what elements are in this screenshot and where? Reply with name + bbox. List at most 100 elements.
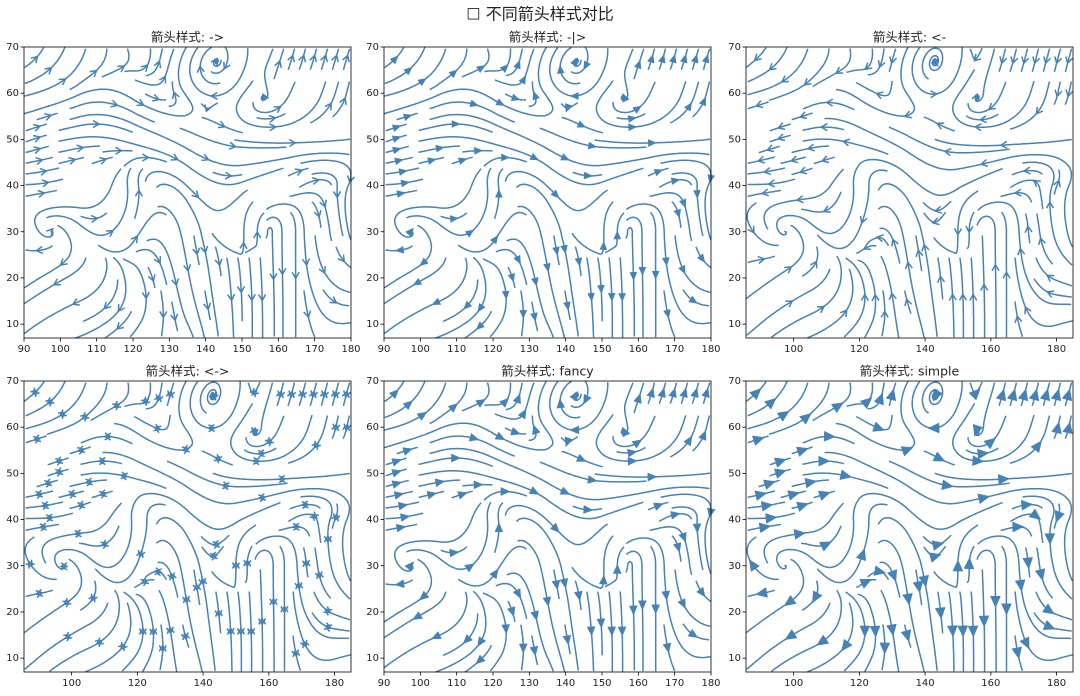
- streamline: [211, 524, 257, 589]
- streamline: [25, 189, 58, 198]
- arrow-head: [236, 626, 246, 635]
- arrow-head: [112, 400, 122, 408]
- y-tick-label: 50: [6, 468, 19, 479]
- arrow-head: [269, 597, 278, 606]
- arrow-head: [822, 205, 831, 213]
- streamline: [47, 457, 69, 466]
- streamline: [384, 48, 447, 97]
- arrow-head: [33, 435, 42, 444]
- streamline: [1001, 211, 1008, 338]
- streamline: [595, 80, 687, 128]
- arrow-head: [192, 583, 201, 592]
- arrow-head: [115, 146, 123, 155]
- arrow-head: [632, 105, 642, 114]
- arrow-head: [931, 217, 940, 226]
- streamline: [970, 257, 975, 338]
- arrow-head: [323, 624, 333, 632]
- streamline: [801, 246, 819, 277]
- arrow-head: [888, 56, 898, 65]
- arrow-head: [211, 391, 219, 401]
- arrow-head: [196, 64, 205, 73]
- arrow-head: [457, 491, 468, 500]
- arrow-head: [84, 477, 93, 486]
- arrow-head: [135, 549, 144, 559]
- arrow-head: [392, 146, 402, 155]
- streamline: [769, 134, 791, 143]
- arrow-head: [932, 451, 946, 462]
- arrow-head: [776, 410, 790, 422]
- arrow-head: [52, 278, 61, 286]
- streamline: [768, 48, 830, 102]
- arrow-head: [560, 153, 570, 161]
- arrow-head: [323, 534, 333, 543]
- arrow-head: [762, 167, 772, 176]
- arrow-head: [1034, 568, 1046, 582]
- y-tick-label: 60: [366, 88, 379, 99]
- arrow-head: [830, 402, 844, 414]
- arrow-head: [43, 478, 53, 487]
- x-tick-label: 150: [232, 344, 251, 355]
- streamline: [155, 539, 203, 672]
- arrow-head: [31, 387, 40, 396]
- arrow-head: [181, 446, 191, 455]
- arrow-head: [273, 105, 282, 114]
- streamlines: [23, 46, 355, 339]
- streamline: [97, 211, 167, 253]
- arrow-head: [291, 649, 300, 658]
- x-tick-label: 100: [784, 344, 803, 355]
- arrow-head: [638, 266, 647, 276]
- streamline: [1009, 415, 1051, 464]
- x-tick-label: 120: [128, 678, 147, 689]
- arrow-head: [551, 579, 561, 591]
- y-tick-label: 20: [728, 607, 741, 618]
- arrow-head: [662, 642, 672, 654]
- arrow-head: [280, 605, 289, 614]
- arrow-head: [499, 397, 510, 408]
- arrow-head: [98, 456, 107, 466]
- arrow-head: [495, 188, 503, 198]
- arrow-head: [257, 449, 266, 458]
- arrow-head: [880, 309, 889, 318]
- x-tick-label: 160: [259, 678, 278, 689]
- x-tick-label: 160: [269, 344, 288, 355]
- streamline: [248, 591, 253, 672]
- arrow-head: [1032, 179, 1041, 188]
- arrow-head: [63, 631, 73, 639]
- streamline: [1053, 48, 1062, 72]
- arrow-head: [990, 595, 1001, 608]
- streamline: [888, 48, 897, 73]
- arrow-head: [647, 472, 658, 482]
- arrow-head: [33, 123, 42, 132]
- y-tick-label: 50: [366, 468, 379, 479]
- streamline: [418, 136, 644, 186]
- arrow-head: [818, 455, 831, 467]
- arrow-head: [888, 291, 897, 301]
- streamline: [199, 46, 221, 85]
- streamline: [303, 290, 316, 338]
- streamline: [331, 382, 340, 406]
- arrow-head: [118, 642, 126, 652]
- arrow-head: [978, 115, 988, 124]
- streamline: [669, 415, 700, 458]
- arrow-head: [1065, 89, 1074, 98]
- arrow-head: [298, 53, 307, 63]
- y-tick-label: 30: [366, 227, 379, 238]
- arrow-head: [214, 258, 223, 267]
- streamline: [692, 415, 711, 452]
- arrow-head: [748, 559, 760, 572]
- arrow-head: [1013, 188, 1022, 197]
- streamline: [155, 183, 220, 337]
- arrow-head: [678, 531, 687, 543]
- arrow-head: [953, 228, 963, 237]
- arrow-head: [332, 423, 341, 432]
- arrow-head: [952, 559, 964, 572]
- arrow-head: [277, 474, 286, 484]
- arrow-head: [997, 474, 1011, 485]
- streamline: [922, 200, 952, 212]
- arrow-head: [622, 92, 630, 103]
- arrow-head: [698, 430, 707, 441]
- x-tick-label: 90: [18, 344, 31, 355]
- arrow-head: [171, 278, 180, 287]
- streamline: [24, 602, 109, 670]
- streamline: [24, 48, 87, 97]
